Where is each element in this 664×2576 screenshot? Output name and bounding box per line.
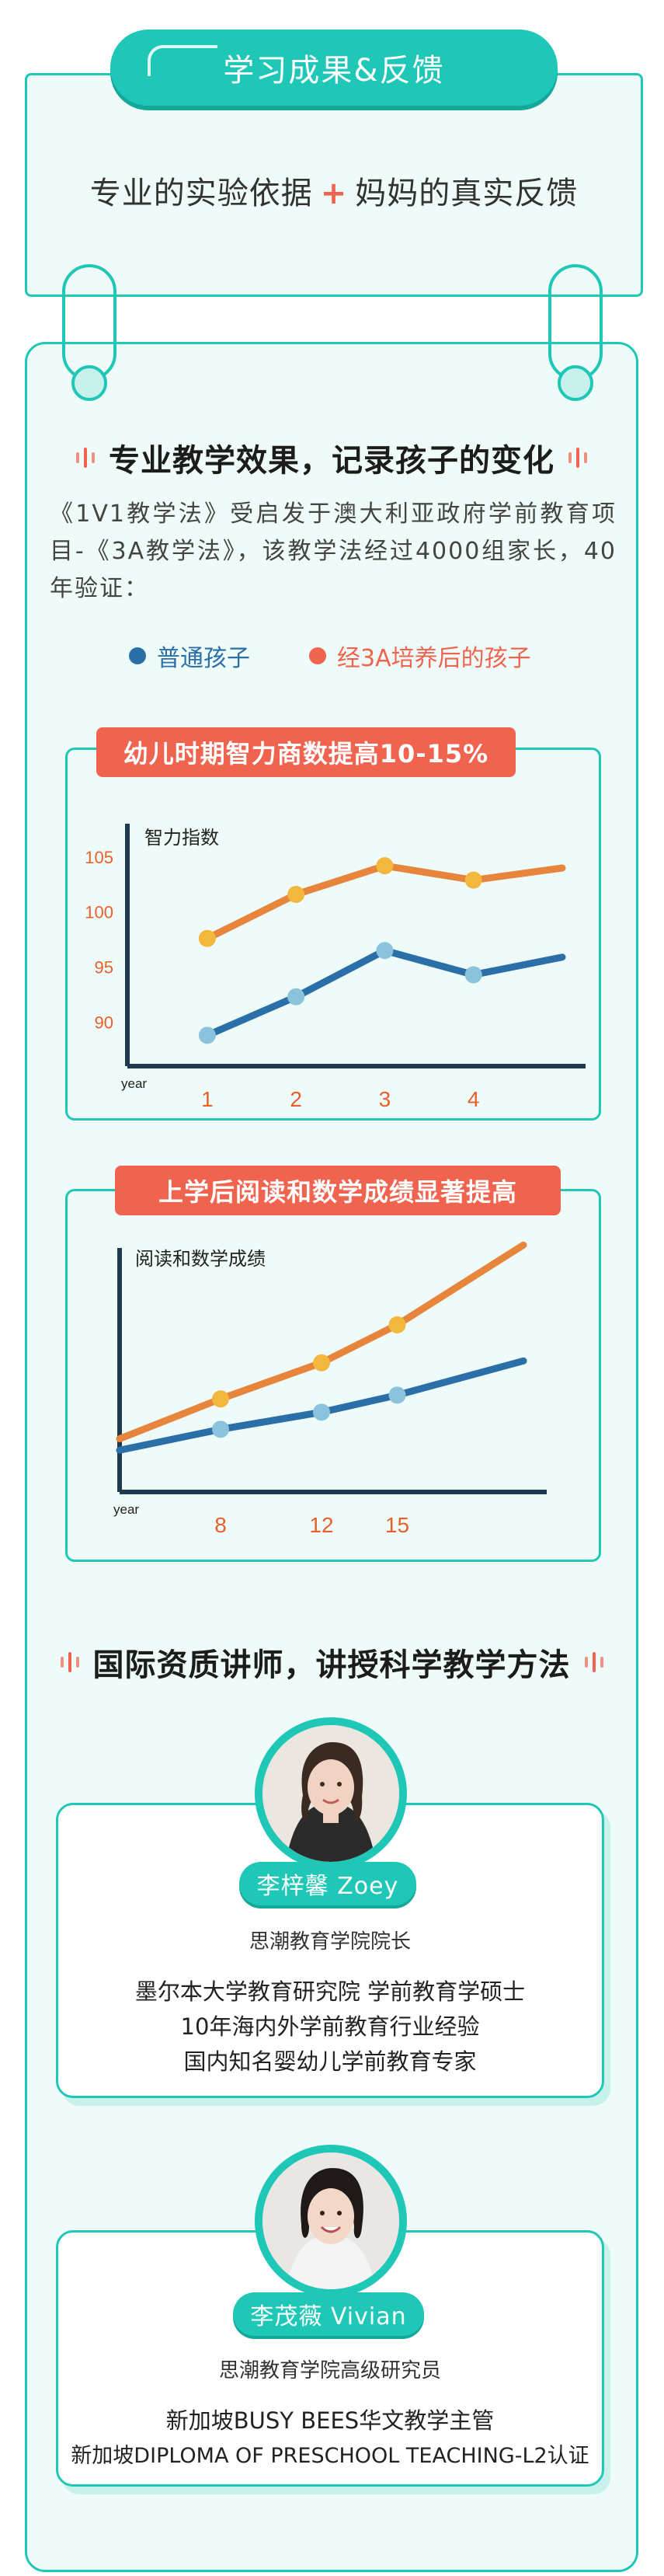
- teacher-name-pill-vivian: 李茂薇 Vivian: [233, 2292, 424, 2336]
- legend-label-3a: 经3A培养后的孩子: [337, 645, 531, 672]
- data-point: [212, 1420, 229, 1438]
- data-point: [376, 942, 394, 960]
- y-axis-label: 智力指数: [144, 828, 219, 849]
- plus-sign: +: [320, 176, 348, 211]
- teacher-photo-ring: [255, 2145, 407, 2297]
- legend-item-normal: 普通孩子: [129, 639, 250, 673]
- x-tick-label: 2: [290, 1087, 302, 1111]
- y-tick-label: 105: [85, 848, 113, 867]
- teacher-credential: 10年海内外学前教育行业经验: [180, 2013, 480, 2040]
- x-tick-label: 3: [379, 1087, 391, 1111]
- heading-deco-right: [584, 1652, 603, 1672]
- teacher-credential: 国内知名婴幼儿学前教育专家: [183, 2048, 477, 2075]
- chart-title-scores: 上学后阅读和数学成绩显著提高: [115, 1166, 561, 1215]
- chart-title-scores-text: 上学后阅读和数学成绩显著提高: [158, 1177, 517, 1207]
- left-ring: [71, 365, 107, 401]
- heading-deco-right: [568, 448, 587, 468]
- data-point: [464, 871, 482, 889]
- intro-line: 专业的实验依据 + 妈妈的真实反馈: [25, 168, 643, 213]
- section-title-pill: 学习成果&反馈: [110, 30, 558, 106]
- chart-title-iq-text: 幼儿时期智力商数提高10-15%: [123, 739, 489, 769]
- data-point: [212, 1390, 229, 1408]
- section-heading-teachers: 国际资质讲师，讲授科学教学方法: [25, 1640, 638, 1685]
- y-axis-label: 阅读和数学成绩: [135, 1249, 266, 1270]
- chart-card-iq: [65, 748, 601, 1121]
- data-point: [287, 988, 305, 1006]
- title-decoration: [148, 45, 217, 76]
- section-heading-text: 专业教学效果，记录孩子的变化: [109, 443, 554, 479]
- data-point: [287, 886, 305, 903]
- teacher-name-zoey: 李梓馨 Zoey: [256, 1873, 399, 1900]
- section-heading-effects: 专业教学效果，记录孩子的变化: [25, 435, 638, 480]
- heading-deco-left: [76, 448, 95, 468]
- data-point: [198, 1027, 216, 1044]
- teacher-name-vivian: 李茂薇 Vivian: [250, 2303, 407, 2330]
- teacher-credential: 新加坡DIPLOMA OF PRESCHOOL TEACHING-L2认证: [71, 2444, 589, 2468]
- teacher-credential: 新加坡BUSY BEES华文教学主管: [165, 2407, 495, 2434]
- series-line-normal: [203, 946, 566, 1039]
- section-heading-text: 国际资质讲师，讲授科学教学方法: [92, 1647, 571, 1683]
- teacher-photo-ring: [255, 1717, 407, 1870]
- right-ring: [558, 365, 593, 401]
- x-tick-label: 1: [201, 1087, 214, 1111]
- x-axis-label: year: [121, 1076, 147, 1091]
- x-tick-label: 8: [214, 1513, 227, 1537]
- section-title: 学习成果&反馈: [223, 53, 445, 89]
- data-point: [313, 1403, 330, 1421]
- y-tick-label: 100: [85, 903, 113, 922]
- x-tick-label: 12: [309, 1513, 333, 1537]
- y-tick-label: 95: [95, 958, 113, 978]
- intro-left: 专业的实验依据: [89, 176, 313, 211]
- intro-right: 妈妈的真实反馈: [355, 176, 579, 211]
- x-axis-label: year: [113, 1502, 139, 1517]
- legend-label-normal: 普通孩子: [157, 645, 250, 672]
- teacher-name-pill-zoey: 李梓馨 Zoey: [239, 1862, 416, 1905]
- data-point: [198, 929, 216, 947]
- left-hook: [62, 264, 116, 381]
- chart-iq: 智力指数 year 90 95 100 105 1 2 3 4: [85, 824, 586, 1111]
- heading-deco-left: [60, 1652, 79, 1672]
- teacher-role-zoey: 思潮教育学院院长: [249, 1930, 411, 1954]
- legend-dot-orange: [309, 647, 326, 664]
- data-point: [313, 1354, 330, 1372]
- data-point: [388, 1386, 406, 1404]
- teacher-photo-vivian: [262, 2152, 399, 2289]
- legend-dot-blue: [129, 647, 146, 664]
- data-point: [376, 857, 394, 875]
- y-tick-label: 90: [95, 1013, 113, 1032]
- method-description: 《1V1教学法》受启发于澳大利亚政府学前教育项目-《3A教学法》，该教学法经过4…: [50, 500, 617, 602]
- chart-title-iq: 幼儿时期智力商数提高10-15%: [96, 727, 516, 777]
- data-point: [464, 966, 482, 984]
- teacher-role-vivian: 思潮教育学院高级研究员: [218, 2359, 441, 2383]
- intro-box: [25, 73, 643, 297]
- x-tick-label: 15: [385, 1513, 409, 1537]
- teacher-photo-zoey: [262, 1725, 399, 1862]
- series-line-3a: [203, 862, 566, 943]
- teacher-credential: 墨尔本大学教育研究院 学前教育学硕士: [134, 1978, 526, 2005]
- chart-scores: 阅读和数学成绩 year 8 12 15: [113, 1241, 547, 1537]
- x-tick-label: 4: [468, 1087, 480, 1111]
- legend-item-3a: 经3A培养后的孩子: [309, 639, 531, 673]
- right-hook: [548, 264, 603, 381]
- data-point: [388, 1316, 406, 1333]
